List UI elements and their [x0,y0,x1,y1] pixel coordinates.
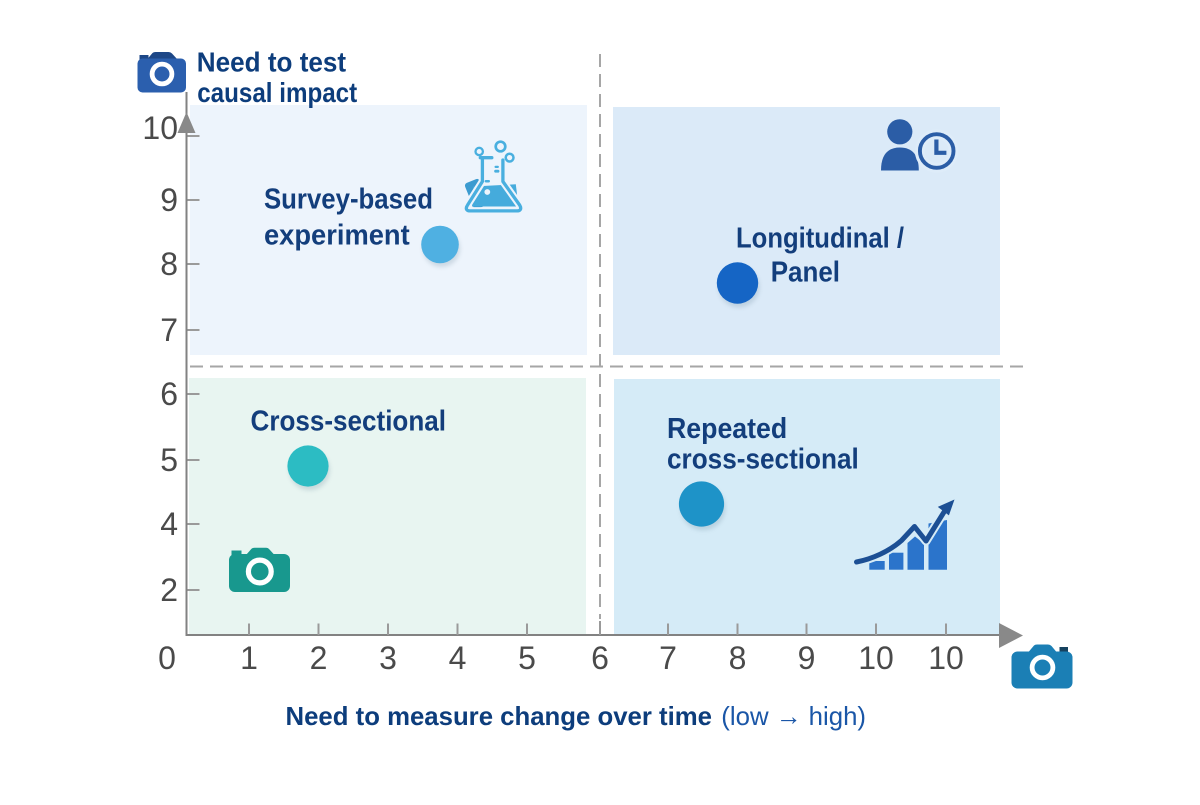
svg-text:Cross-sectional: Cross-sectional [251,406,447,438]
svg-text:5: 5 [160,442,178,478]
svg-text:9: 9 [160,182,178,218]
svg-text:6: 6 [160,376,178,412]
svg-text:6: 6 [591,640,609,676]
svg-text:7: 7 [160,312,178,348]
svg-text:9: 9 [798,640,816,676]
svg-text:3: 3 [379,640,397,676]
svg-text:8: 8 [160,246,178,282]
svg-text:cross-sectional: cross-sectional [667,443,859,475]
svg-text:10: 10 [928,640,964,676]
svg-text:causal impact: causal impact [197,77,357,108]
svg-text:(low → high): (low → high) [721,701,866,731]
svg-text:Survey-based: Survey-based [264,184,433,216]
svg-text:0: 0 [158,640,176,676]
svg-text:Need to test: Need to test [197,47,346,78]
svg-text:Longitudinal /: Longitudinal / [736,222,904,254]
svg-text:4: 4 [160,506,178,542]
svg-text:2: 2 [310,640,328,676]
svg-text:1: 1 [240,640,258,676]
svg-text:Repeated: Repeated [667,413,787,445]
svg-text:4: 4 [449,640,467,676]
svg-text:8: 8 [729,640,747,676]
svg-text:10: 10 [858,640,894,676]
svg-text:5: 5 [518,640,536,676]
svg-text:Panel: Panel [771,257,840,289]
svg-text:2: 2 [160,572,178,608]
svg-text:Need to measure change over ti: Need to measure change over time [286,701,713,731]
svg-text:experiment: experiment [264,219,410,251]
svg-text:10: 10 [142,110,178,146]
svg-text:7: 7 [659,640,677,676]
